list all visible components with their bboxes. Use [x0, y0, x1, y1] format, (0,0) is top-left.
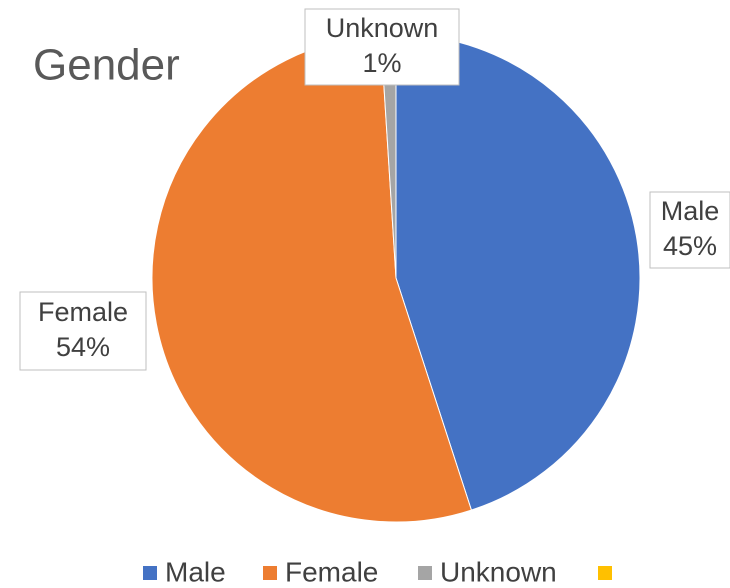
- pie-slice: [151, 33, 473, 523]
- legend-label: Male: [165, 556, 226, 587]
- data-label-value: 1%: [362, 48, 401, 78]
- chart-title: Gender: [33, 41, 180, 90]
- pie-slice: [395, 33, 641, 511]
- label-box: [649, 191, 730, 269]
- legend-swatch: [598, 566, 612, 580]
- legend-label: Female: [285, 556, 378, 587]
- legend-label: Unknown: [440, 556, 557, 587]
- data-label-name: Unknown: [326, 13, 439, 43]
- legend-swatch: [418, 566, 432, 580]
- data-label-value: 45%: [663, 231, 717, 261]
- legend-swatch: [143, 566, 157, 580]
- data-label-name: Male: [661, 196, 720, 226]
- data-label-value: 54%: [56, 332, 110, 362]
- label-box: [304, 8, 460, 86]
- data-label-name: Female: [38, 297, 128, 327]
- legend-swatch: [263, 566, 277, 580]
- label-box: [19, 291, 147, 371]
